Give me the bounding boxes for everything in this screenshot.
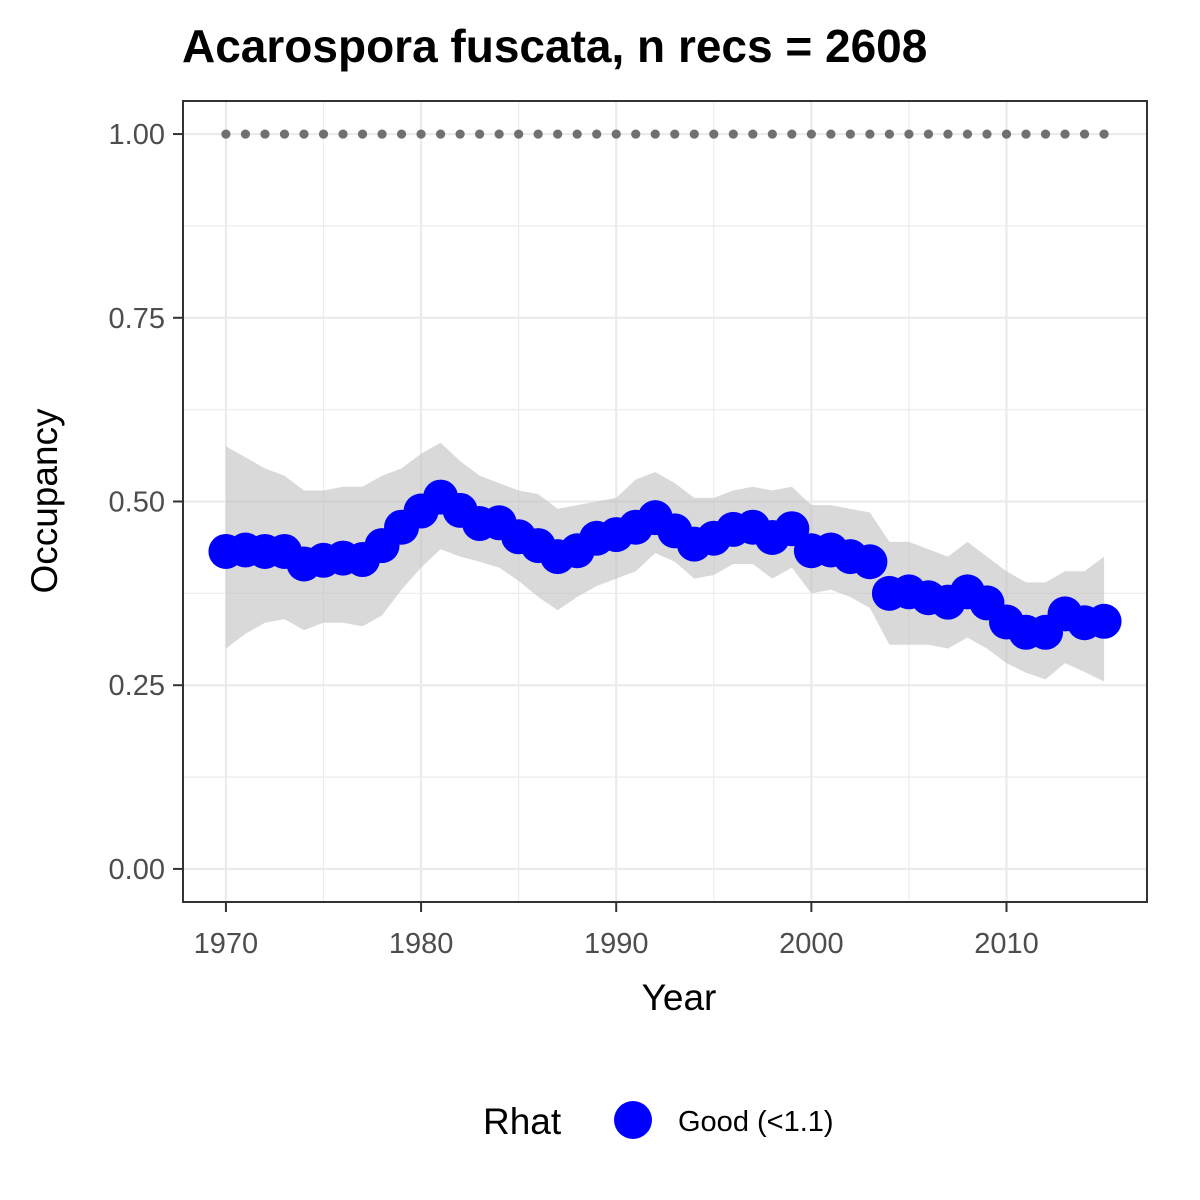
- reference-point: [377, 129, 387, 139]
- legend-label-good: Good (<1.1): [678, 1106, 834, 1138]
- occupancy-points-layer: [208, 479, 1122, 650]
- reference-point: [787, 129, 797, 139]
- x-tick-label: 2000: [779, 928, 844, 960]
- reference-point: [806, 129, 816, 139]
- reference-point: [435, 129, 446, 139]
- reference-point: [1099, 129, 1109, 139]
- reference-point: [494, 129, 504, 139]
- reference-point: [650, 129, 660, 139]
- reference-point: [416, 129, 426, 139]
- reference-point: [396, 129, 407, 139]
- reference-point: [279, 129, 290, 139]
- x-axis-title: Year: [642, 977, 717, 1018]
- reference-point: [728, 129, 738, 139]
- y-tick-label: 0.25: [109, 670, 165, 702]
- y-tick-label: 0.50: [109, 487, 165, 519]
- reference-point: [572, 129, 582, 139]
- reference-point: [865, 129, 875, 139]
- x-tick-label: 1980: [389, 928, 454, 960]
- reference-points-layer: [221, 129, 1109, 139]
- x-tick-label: 2010: [974, 928, 1039, 960]
- y-axis-title: Occupancy: [24, 408, 65, 594]
- reference-point: [260, 129, 270, 139]
- reference-point: [943, 129, 953, 139]
- reference-point: [1001, 129, 1012, 139]
- chart-title: Acarospora fuscata, n recs = 2608: [182, 20, 927, 72]
- reference-point: [1021, 129, 1031, 139]
- reference-point: [689, 129, 699, 139]
- reference-point: [631, 129, 641, 139]
- x-tick-label: 1990: [584, 928, 649, 960]
- y-tick-label: 0.00: [109, 854, 165, 886]
- reference-point: [221, 129, 231, 139]
- legend-title: Rhat: [483, 1101, 562, 1142]
- reference-point: [299, 129, 309, 139]
- reference-point: [318, 129, 329, 139]
- reference-point: [826, 129, 836, 139]
- reference-point: [514, 129, 524, 139]
- reference-point: [592, 129, 602, 139]
- reference-point: [982, 129, 992, 139]
- legend: Rhat Good (<1.1): [483, 1101, 834, 1142]
- reference-point: [553, 129, 563, 139]
- reference-point: [962, 129, 973, 139]
- y-axis: 0.00 0.25 0.50 0.75 1.00: [109, 119, 183, 886]
- reference-point: [923, 129, 934, 139]
- reference-point: [475, 129, 485, 139]
- reference-point: [884, 129, 895, 139]
- reference-point: [748, 129, 758, 139]
- reference-point: [338, 129, 348, 139]
- y-tick-label: 0.75: [109, 303, 165, 335]
- reference-point: [1040, 129, 1051, 139]
- x-axis: 1970 1980 1990 2000 2010: [194, 902, 1039, 960]
- reference-point: [611, 129, 621, 139]
- reference-point: [357, 129, 368, 139]
- reference-point: [455, 129, 465, 139]
- data-point: [852, 544, 888, 580]
- reference-point: [240, 129, 251, 139]
- reference-point: [1060, 129, 1070, 139]
- reference-point: [904, 129, 914, 139]
- data-point: [1086, 603, 1122, 639]
- y-tick-label: 1.00: [109, 119, 165, 151]
- reference-point: [845, 129, 855, 139]
- reference-point: [709, 129, 719, 139]
- legend-key-good: [614, 1101, 652, 1139]
- reference-point: [1079, 129, 1090, 139]
- x-tick-label: 1970: [194, 928, 259, 960]
- reference-point: [670, 129, 680, 139]
- reference-point: [767, 129, 777, 139]
- reference-point: [533, 129, 543, 139]
